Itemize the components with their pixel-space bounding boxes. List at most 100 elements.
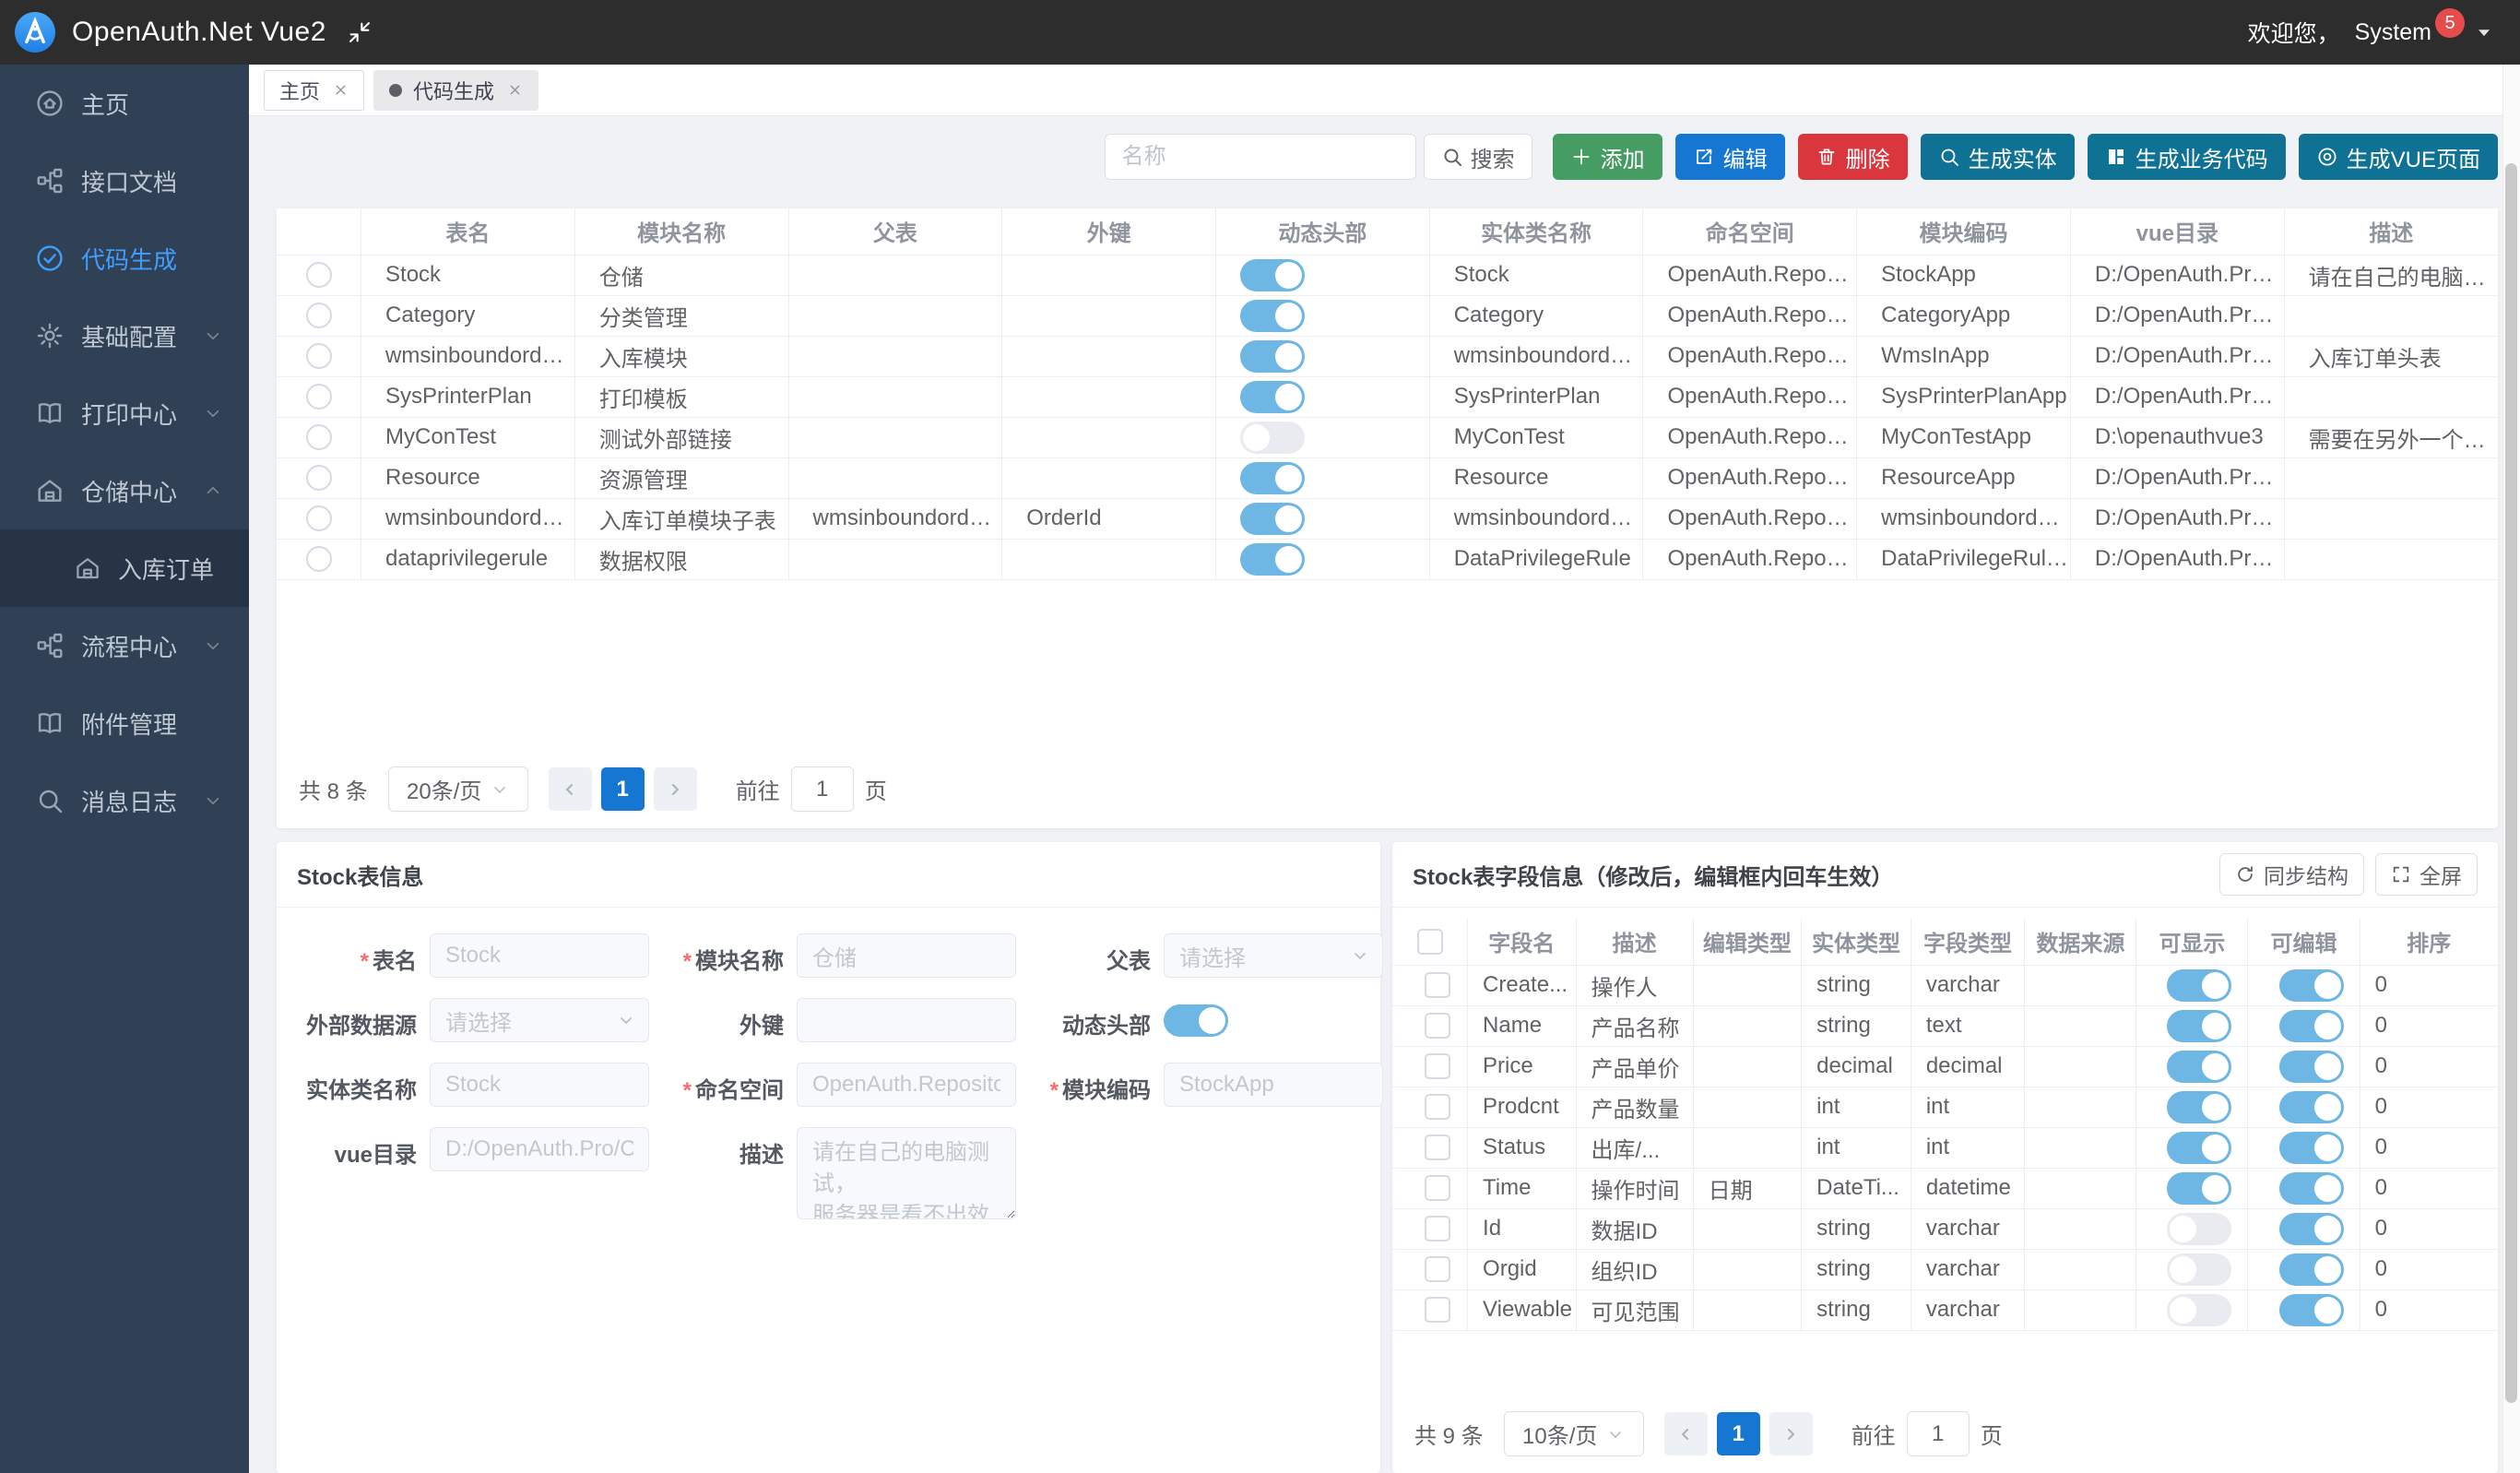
edit-button[interactable]: 编辑 <box>1674 134 1785 180</box>
goto-page-input[interactable] <box>790 766 854 812</box>
table-row[interactable]: SysPrinterPlan 打印模板 SysPrinterPlan OpenAuth… <box>277 376 2498 418</box>
row-checkbox[interactable] <box>1424 1256 1450 1283</box>
sidebar-item-message-log[interactable]: 消息日志 <box>0 762 249 839</box>
editable-toggle[interactable] <box>2278 968 2344 1002</box>
dynamic-header-toggle[interactable] <box>1239 380 1305 413</box>
tab-codegen[interactable]: 代码生成 <box>373 69 539 111</box>
search-input[interactable] <box>1104 134 1416 180</box>
visible-toggle[interactable] <box>2167 1090 2232 1123</box>
dynamic-header-toggle[interactable] <box>1239 461 1305 494</box>
row-radio[interactable] <box>305 424 332 451</box>
dynamic-header-toggle[interactable] <box>1239 502 1305 535</box>
sync-structure-button[interactable]: 同步结构 <box>2219 853 2364 896</box>
page-size-select[interactable]: 10条/页 <box>1503 1411 1644 1456</box>
namespace-input[interactable] <box>797 1063 1016 1107</box>
dynamic-header-toggle[interactable] <box>1239 258 1305 291</box>
table-row[interactable]: MyConTest 测试外部链接 MyConTest OpenAuth.Reposit… <box>277 417 2498 458</box>
sidebar-item-home[interactable]: 主页 <box>0 65 249 142</box>
tab-home[interactable]: 主页 <box>264 69 365 111</box>
field-row[interactable]: Id 数据ID string varchar 0 <box>1392 1208 2498 1250</box>
field-row[interactable]: Viewable 可见范围 string varchar 0 <box>1392 1289 2498 1331</box>
field-row[interactable]: Time 操作时间 日期 DateTi... datetime 0 <box>1392 1168 2498 1209</box>
editable-toggle[interactable] <box>2278 1293 2344 1326</box>
notification-badge[interactable]: 5 <box>2435 8 2465 38</box>
visible-toggle[interactable] <box>2167 1212 2232 1245</box>
module-name-input[interactable] <box>797 933 1016 978</box>
table-row[interactable]: Stock 仓储 Stock OpenAuth.Reposit... StockApp D… <box>277 255 2498 296</box>
editable-toggle[interactable] <box>2278 1212 2344 1245</box>
row-checkbox[interactable] <box>1424 1134 1450 1161</box>
row-checkbox[interactable] <box>1424 1053 1450 1080</box>
field-row[interactable]: Status 出库/... int int 0 <box>1392 1127 2498 1169</box>
prev-page-button[interactable] <box>548 767 592 811</box>
page-number-button[interactable]: 1 <box>1716 1412 1760 1455</box>
search-button[interactable]: 搜索 <box>1423 134 1532 180</box>
table-row[interactable]: dataprivilegerule 数据权限 DataPrivilegeRule Op… <box>277 539 2498 580</box>
description-textarea[interactable]: 请在自己的电脑测试， 服务器是看不出效果的 <box>797 1127 1016 1219</box>
page-size-select[interactable]: 20条/页 <box>387 766 528 812</box>
visible-toggle[interactable] <box>2167 1171 2232 1205</box>
vertical-scrollbar[interactable] <box>2502 65 2520 1473</box>
row-checkbox[interactable] <box>1424 1013 1450 1039</box>
entity-name-input[interactable] <box>430 1063 649 1107</box>
delete-button[interactable]: 删除 <box>1797 134 1908 180</box>
dynamic-header-toggle[interactable] <box>1164 1004 1228 1037</box>
field-row[interactable]: Create... 操作人 string varchar 0 <box>1392 965 2498 1006</box>
row-checkbox[interactable] <box>1424 1094 1450 1121</box>
row-radio[interactable] <box>305 262 332 289</box>
editable-toggle[interactable] <box>2278 1050 2344 1083</box>
goto-page-input[interactable] <box>1906 1411 1970 1456</box>
editable-toggle[interactable] <box>2278 1009 2344 1042</box>
dynamic-header-toggle[interactable] <box>1239 421 1305 454</box>
sidebar-item-api-docs[interactable]: 接口文档 <box>0 142 249 220</box>
user-menu[interactable]: System 5 <box>2355 8 2494 47</box>
parent-table-select[interactable]: 请选择 <box>1164 933 1383 978</box>
sidebar-item-print-center[interactable]: 打印中心 <box>0 374 249 452</box>
editable-toggle[interactable] <box>2278 1090 2344 1123</box>
row-radio[interactable] <box>305 343 332 370</box>
visible-toggle[interactable] <box>2167 1253 2232 1286</box>
sidebar-subitem-inbound-order[interactable]: 入库订单 <box>0 529 249 607</box>
prev-page-button[interactable] <box>1663 1412 1708 1455</box>
sidebar-item-base-config[interactable]: 基础配置 <box>0 297 249 374</box>
dynamic-header-toggle[interactable] <box>1239 542 1305 576</box>
gen-entity-button[interactable]: 生成实体 <box>1920 134 2075 180</box>
gen-vue-page-button[interactable]: 生成VUE页面 <box>2298 134 2498 180</box>
visible-toggle[interactable] <box>2167 968 2232 1002</box>
row-checkbox[interactable] <box>1424 972 1450 999</box>
field-row[interactable]: Price 产品单价 decimal decimal 0 <box>1392 1046 2498 1087</box>
row-checkbox[interactable] <box>1424 1216 1450 1242</box>
next-page-button[interactable] <box>1769 1412 1813 1455</box>
scrollbar-thumb[interactable] <box>2505 162 2517 1403</box>
row-radio[interactable] <box>305 303 332 329</box>
row-radio[interactable] <box>305 546 332 573</box>
next-page-button[interactable] <box>653 767 697 811</box>
table-row[interactable]: Category 分类管理 Category OpenAuth.Reposit... C… <box>277 295 2498 337</box>
screenfull-compress-icon[interactable] <box>347 19 373 45</box>
vue-dir-input[interactable] <box>430 1127 649 1171</box>
visible-toggle[interactable] <box>2167 1293 2232 1326</box>
field-row[interactable]: Orgid 组织ID string varchar 0 <box>1392 1249 2498 1290</box>
editable-toggle[interactable] <box>2278 1131 2344 1164</box>
field-row[interactable]: Prodcnt 产品数量 int int 0 <box>1392 1087 2498 1128</box>
editable-toggle[interactable] <box>2278 1253 2344 1286</box>
dynamic-header-toggle[interactable] <box>1239 339 1305 373</box>
add-button[interactable]: 添加 <box>1552 134 1662 180</box>
visible-toggle[interactable] <box>2167 1131 2232 1164</box>
dynamic-header-toggle[interactable] <box>1239 299 1305 332</box>
row-radio[interactable] <box>305 465 332 492</box>
table-row[interactable]: wmsinboundorderdtbl入库订单模块子表wmsinboundord… <box>277 498 2498 540</box>
row-radio[interactable] <box>305 505 332 532</box>
field-row[interactable]: Name 产品名称 string text 0 <box>1392 1005 2498 1047</box>
table-row[interactable]: wmsinboundordertbl 入库模块 wmsinboundordertbl… <box>277 336 2498 377</box>
gen-business-code-button[interactable]: 生成业务代码 <box>2087 134 2286 180</box>
row-checkbox[interactable] <box>1424 1297 1450 1324</box>
sidebar-item-flow-center[interactable]: 流程中心 <box>0 607 249 684</box>
external-ds-select[interactable]: 请选择 <box>430 998 649 1042</box>
sidebar-item-attachment[interactable]: 附件管理 <box>0 684 249 762</box>
sidebar-item-warehouse-center[interactable]: 仓储中心 <box>0 452 249 529</box>
visible-toggle[interactable] <box>2167 1050 2232 1083</box>
visible-toggle[interactable] <box>2167 1009 2232 1042</box>
table-name-input[interactable] <box>430 933 649 978</box>
foreign-key-input[interactable] <box>797 998 1016 1042</box>
